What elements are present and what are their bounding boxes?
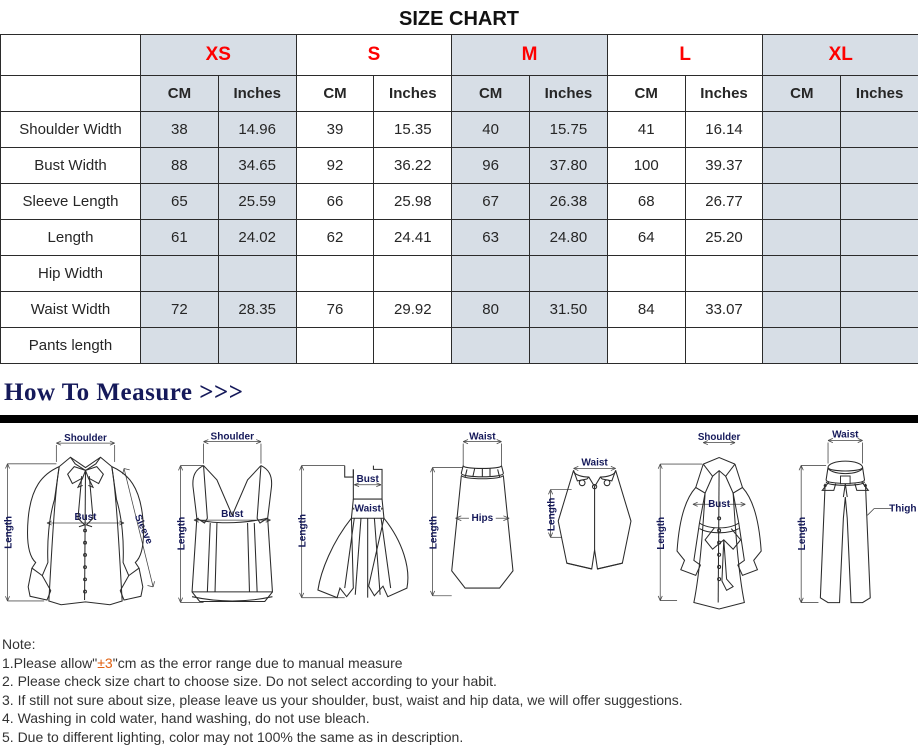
svg-text:Waist: Waist [469, 432, 496, 443]
svg-text:Bust: Bust [708, 499, 731, 510]
svg-text:Shoulder: Shoulder [697, 432, 740, 443]
svg-text:Waist: Waist [832, 430, 859, 441]
svg-text:Hips: Hips [471, 513, 493, 524]
svg-text:Length: Length [428, 516, 439, 549]
svg-text:Length: Length [3, 516, 14, 549]
svg-text:Length: Length [656, 517, 667, 550]
svg-text:Waist: Waist [582, 458, 609, 469]
svg-text:Shoulder: Shoulder [64, 433, 107, 444]
svg-text:Length: Length [176, 517, 187, 550]
svg-text:Bust: Bust [356, 474, 379, 485]
svg-text:Length: Length [547, 498, 558, 531]
svg-text:Waist: Waist [354, 504, 381, 515]
svg-text:Length: Length [297, 514, 308, 547]
svg-text:Shoulder: Shoulder [211, 432, 255, 443]
svg-text:Thigh: Thigh [889, 503, 916, 514]
svg-text:Length: Length [797, 517, 808, 551]
